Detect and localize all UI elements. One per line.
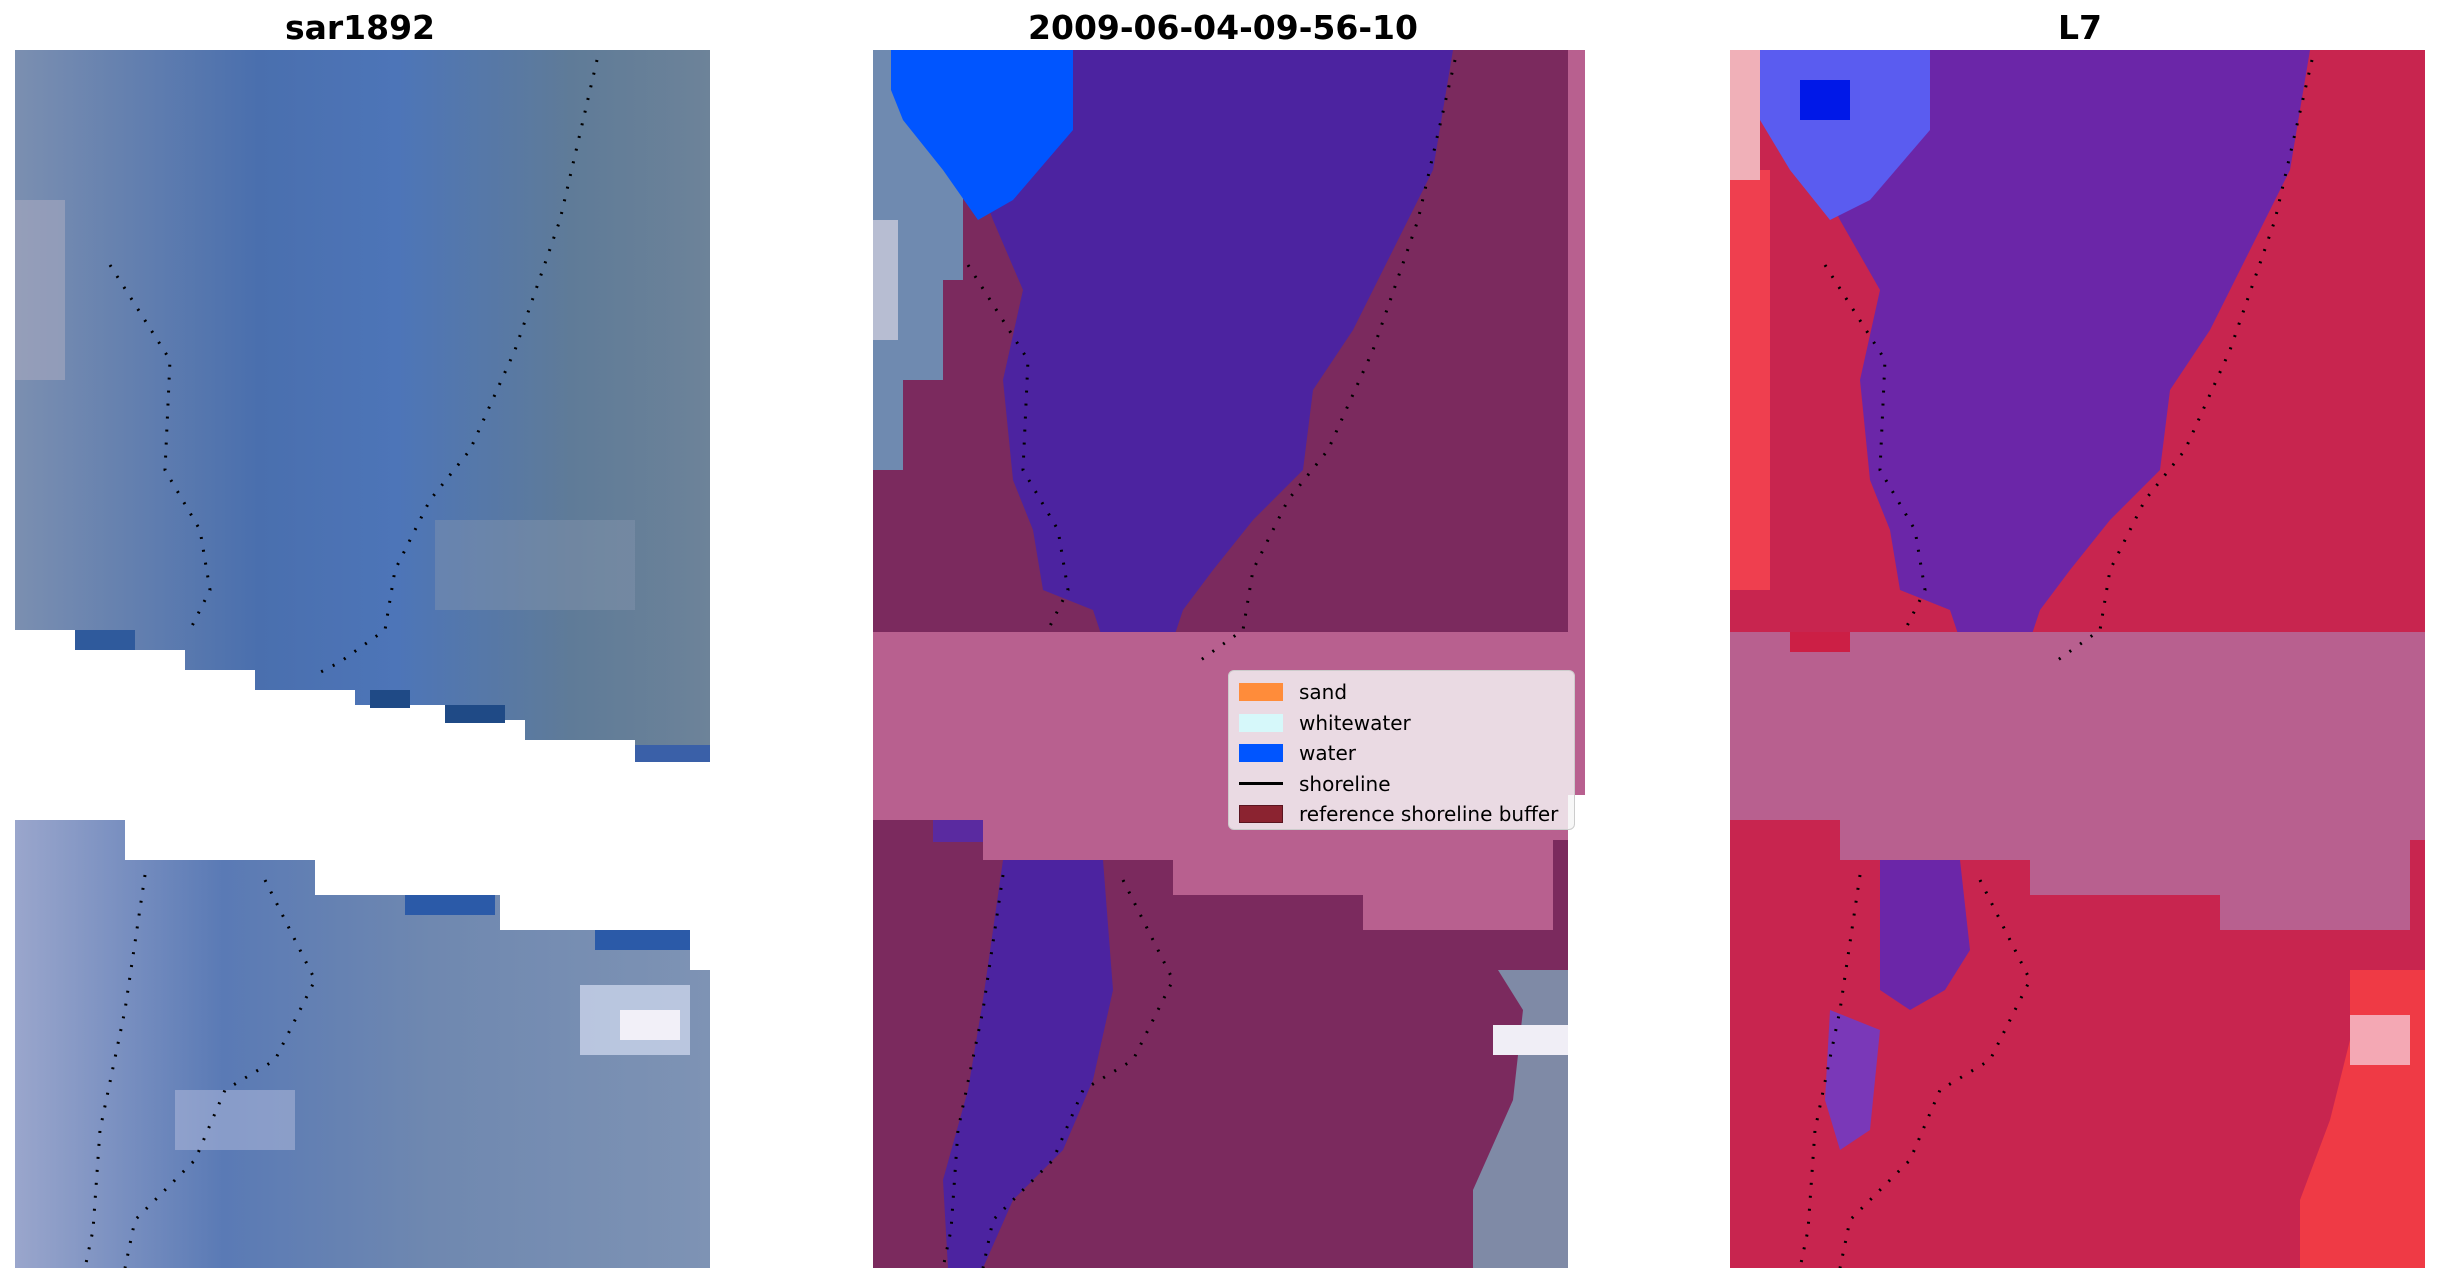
legend-label-sand: sand [1299, 680, 1348, 705]
legend-item-sand: sand [1239, 677, 1564, 708]
water-swatch [1239, 744, 1283, 763]
legend-item-reference-buffer: reference shoreline buffer [1239, 799, 1564, 830]
panel-title-classified: 2009-06-04-09-56-10 [1028, 8, 1418, 47]
legend-item-whitewater: whitewater [1239, 708, 1564, 739]
legend-label-reference-buffer: reference shoreline buffer [1299, 802, 1559, 827]
shoreline-swatch [1239, 782, 1283, 786]
legend-label-water: water [1299, 741, 1356, 766]
legend-label-whitewater: whitewater [1299, 710, 1411, 735]
panel-title-index: L7 [2058, 8, 2102, 47]
legend: sand whitewater water shoreline referenc… [1228, 670, 1575, 830]
legend-label-shoreline: shoreline [1299, 771, 1391, 796]
classified-image-panel [873, 50, 1585, 1268]
rgb-image-panel [15, 50, 710, 1268]
legend-item-water: water [1239, 738, 1564, 769]
reference-buffer-swatch [1239, 805, 1283, 824]
classified-image [873, 50, 1585, 1268]
index-image [1730, 50, 2425, 1268]
sand-swatch [1239, 683, 1283, 702]
legend-item-shoreline: shoreline [1239, 769, 1564, 800]
whitewater-swatch [1239, 713, 1283, 732]
index-image-panel [1730, 50, 2425, 1268]
rgb-image [15, 50, 710, 1268]
panel-title-rgb: sar1892 [284, 8, 436, 47]
